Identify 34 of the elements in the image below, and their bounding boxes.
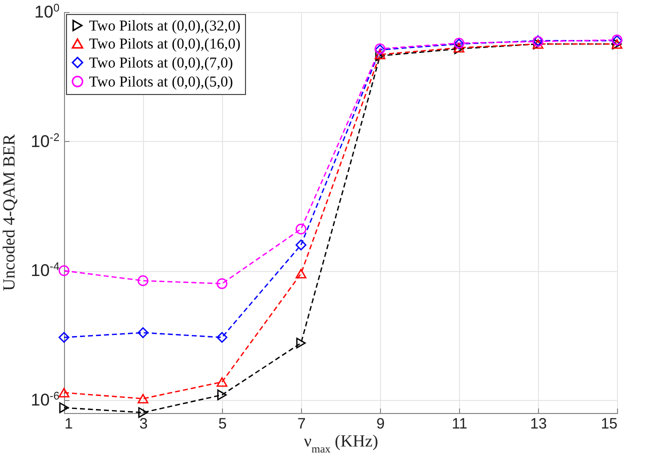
y-tick-label: 10$^{-6}$ — [30, 390, 60, 410]
point — [217, 390, 227, 400]
point — [296, 268, 306, 278]
x-tick-label: 9 — [376, 416, 385, 432]
point — [58, 388, 70, 398]
point — [138, 275, 148, 286]
point — [216, 332, 228, 343]
legend-label: Two Pilots at (0,0),(16,0) — [89, 36, 240, 52]
y-axis-title: Uncoded 4-QAM BER — [0, 133, 18, 291]
point — [296, 224, 306, 234]
y-tick-label: 10$^{-4}$ — [30, 261, 60, 280]
point — [138, 327, 148, 338]
point — [296, 338, 306, 348]
point — [138, 394, 148, 404]
x-tick-label: 13 — [530, 416, 547, 432]
x-axis-title: ν$_{max}$ (KHz) — [304, 432, 378, 456]
legend-label: Two Pilots at (0,0),(32,0) — [89, 18, 240, 34]
point — [216, 278, 228, 290]
x-tick-label: 1 — [64, 416, 73, 432]
y-tick-label: 10$^{0}$ — [34, 2, 60, 22]
point — [216, 377, 228, 387]
point — [58, 265, 70, 276]
x-tick-label: 7 — [297, 416, 306, 432]
point — [59, 402, 69, 414]
y-tick-label: 10$^{-2}$ — [30, 132, 60, 151]
x-tick-label: 11 — [452, 416, 468, 432]
legend-label: Two Pilots at (0,0),(7,0) — [89, 56, 233, 72]
point — [296, 240, 306, 250]
x-tick-label: 3 — [139, 416, 148, 432]
point — [58, 332, 70, 343]
legend-label: Two Pilots at (0,0),(5,0) — [89, 74, 233, 90]
x-tick-label: 5 — [218, 416, 227, 432]
x-tick-label: 15 — [600, 416, 618, 432]
point — [138, 407, 148, 418]
